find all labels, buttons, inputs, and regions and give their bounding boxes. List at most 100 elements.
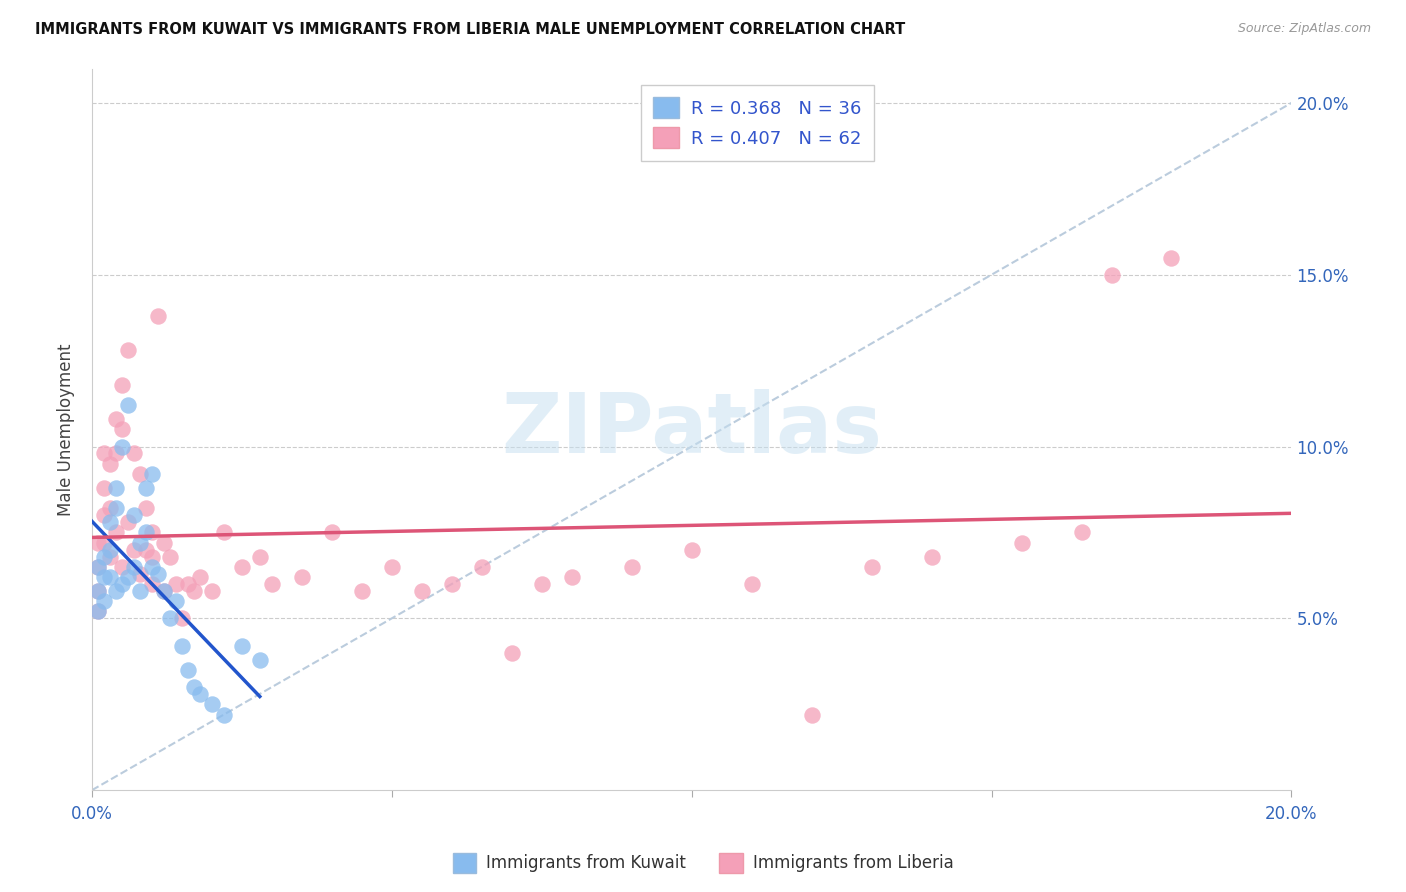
Point [117,570,139,584]
Point [87,583,110,598]
Point [98,549,121,564]
Point [860,559,883,574]
Point [1160,251,1182,265]
Point [93,446,115,460]
Point [350,583,373,598]
Point [381,559,404,574]
Point [183,583,205,598]
Point [141,577,163,591]
Point [122,542,145,557]
Point [620,559,643,574]
Text: ZIPatlas: ZIPatlas [501,389,882,470]
Point [98,542,121,557]
Point [104,446,127,460]
Point [93,594,115,608]
Point [183,680,205,694]
Point [681,542,703,557]
Legend: R = 0.368   N = 36, R = 0.407   N = 62: R = 0.368 N = 36, R = 0.407 N = 62 [641,85,875,161]
Point [530,577,553,591]
Point [93,535,115,549]
Point [146,309,169,323]
Point [177,577,200,591]
Point [231,639,253,653]
Point [135,501,157,516]
Point [117,515,139,529]
Y-axis label: Male Unemployment: Male Unemployment [58,343,75,516]
Point [87,535,110,549]
Point [128,535,150,549]
Point [741,577,763,591]
Point [135,525,157,540]
Point [921,549,943,564]
Point [87,583,110,598]
Point [231,559,253,574]
Point [104,525,127,540]
Point [260,577,283,591]
Point [128,566,150,581]
Point [128,583,150,598]
Point [201,698,224,712]
Point [98,570,121,584]
Point [146,566,169,581]
Point [212,707,235,722]
Point [471,559,494,574]
Point [291,570,314,584]
Point [135,481,157,495]
Legend: Immigrants from Kuwait, Immigrants from Liberia: Immigrants from Kuwait, Immigrants from … [446,847,960,880]
Text: Source: ZipAtlas.com: Source: ZipAtlas.com [1237,22,1371,36]
Point [87,605,110,619]
Point [87,605,110,619]
Point [141,549,163,564]
Point [177,663,200,677]
Point [135,542,157,557]
Point [188,687,211,701]
Point [87,559,110,574]
Point [159,549,181,564]
Point [212,525,235,540]
Point [111,440,134,454]
Point [501,646,523,660]
Point [165,577,187,591]
Point [93,508,115,523]
Point [122,508,145,523]
Point [159,611,181,625]
Point [122,446,145,460]
Point [1011,535,1033,549]
Point [93,549,115,564]
Point [188,570,211,584]
Point [104,412,127,426]
Point [1070,525,1092,540]
Point [153,583,176,598]
Point [98,515,121,529]
Point [249,549,271,564]
Point [93,481,115,495]
Point [111,377,134,392]
Point [104,501,127,516]
Point [321,525,343,540]
Point [249,652,271,666]
Point [122,559,145,574]
Point [800,707,823,722]
Point [1101,268,1123,282]
Point [104,481,127,495]
Point [87,559,110,574]
Point [153,535,176,549]
Text: IMMIGRANTS FROM KUWAIT VS IMMIGRANTS FROM LIBERIA MALE UNEMPLOYMENT CORRELATION : IMMIGRANTS FROM KUWAIT VS IMMIGRANTS FRO… [35,22,905,37]
Point [111,577,134,591]
Point [141,467,163,481]
Point [111,559,134,574]
Point [561,570,583,584]
Point [153,583,176,598]
Point [201,583,224,598]
Point [141,525,163,540]
Point [411,583,433,598]
Point [170,639,193,653]
Point [98,457,121,471]
Point [128,467,150,481]
Point [141,559,163,574]
Point [440,577,463,591]
Point [104,583,127,598]
Point [98,501,121,516]
Point [170,611,193,625]
Point [117,343,139,358]
